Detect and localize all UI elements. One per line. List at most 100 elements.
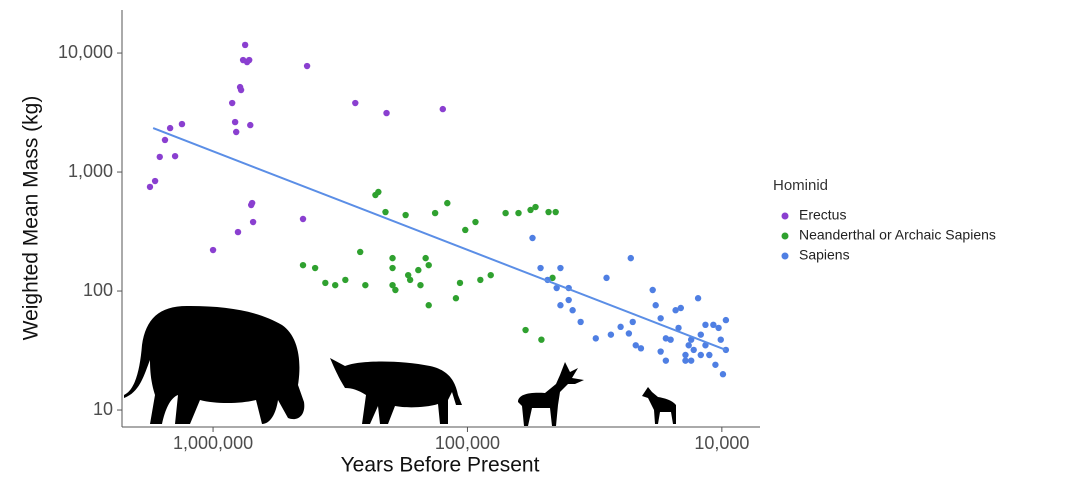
data-point xyxy=(529,235,535,241)
data-point xyxy=(603,275,609,281)
y-tick-label: 1,000 xyxy=(68,161,113,181)
data-point xyxy=(440,106,446,112)
data-point xyxy=(383,110,389,116)
data-point xyxy=(698,331,704,337)
data-point xyxy=(657,348,663,354)
y-axis-title: Weighted Mean Mass (kg) xyxy=(20,96,43,341)
data-point xyxy=(152,178,158,184)
legend-swatch xyxy=(782,233,789,240)
data-point xyxy=(565,297,571,303)
data-point xyxy=(663,357,669,363)
data-point xyxy=(249,200,255,206)
data-point xyxy=(718,336,724,342)
data-point xyxy=(172,153,178,159)
elephant-silhouette xyxy=(124,306,304,424)
data-point xyxy=(422,255,428,261)
data-point xyxy=(389,265,395,271)
data-point xyxy=(593,335,599,341)
data-point xyxy=(147,184,153,190)
data-point xyxy=(678,305,684,311)
x-tick-label: 10,000 xyxy=(694,433,749,453)
data-point xyxy=(652,302,658,308)
data-point xyxy=(698,352,704,358)
data-point xyxy=(502,210,508,216)
y-tick-label: 10 xyxy=(93,399,113,419)
legend-swatch xyxy=(782,253,789,260)
data-point xyxy=(723,317,729,323)
data-point xyxy=(532,204,538,210)
data-point xyxy=(608,331,614,337)
data-point xyxy=(312,265,318,271)
data-point xyxy=(375,189,381,195)
data-point xyxy=(569,307,575,313)
data-point xyxy=(426,302,432,308)
page: Years Before Present Weighted Mean Mass … xyxy=(0,0,1077,488)
data-point xyxy=(426,262,432,268)
data-point xyxy=(515,210,521,216)
data-point xyxy=(300,262,306,268)
data-point xyxy=(322,280,328,286)
data-point xyxy=(720,371,726,377)
data-point xyxy=(250,219,256,225)
data-point xyxy=(179,121,185,127)
x-axis-title: Years Before Present xyxy=(341,454,540,477)
data-point xyxy=(472,219,478,225)
data-point xyxy=(444,200,450,206)
data-point xyxy=(357,249,363,255)
data-point xyxy=(362,282,368,288)
data-point xyxy=(682,357,688,363)
data-point xyxy=(712,362,718,368)
data-point xyxy=(415,267,421,273)
bull-silhouette xyxy=(330,358,462,424)
data-point xyxy=(407,277,413,283)
data-point xyxy=(626,330,632,336)
deer-silhouette xyxy=(518,362,584,426)
data-point xyxy=(657,315,663,321)
data-point xyxy=(682,352,688,358)
data-point xyxy=(352,100,358,106)
data-point xyxy=(167,125,173,131)
y-tick-label: 100 xyxy=(83,280,113,300)
data-point xyxy=(389,255,395,261)
data-point xyxy=(537,265,543,271)
data-point xyxy=(577,319,583,325)
data-point xyxy=(649,287,655,293)
x-tick-label: 1,000,000 xyxy=(173,433,253,453)
data-point xyxy=(545,209,551,215)
data-point xyxy=(688,357,694,363)
data-point xyxy=(706,352,712,358)
data-point xyxy=(300,216,306,222)
data-point xyxy=(557,302,563,308)
data-point xyxy=(630,319,636,325)
data-point xyxy=(342,277,348,283)
data-point xyxy=(457,280,463,286)
data-point xyxy=(229,100,235,106)
data-point xyxy=(702,322,708,328)
data-point xyxy=(417,282,423,288)
data-point xyxy=(462,227,468,233)
data-point xyxy=(691,347,697,353)
data-point xyxy=(638,345,644,351)
data-point xyxy=(685,342,691,348)
data-point xyxy=(382,209,388,215)
data-point xyxy=(210,247,216,253)
data-point xyxy=(695,295,701,301)
data-point xyxy=(628,255,634,261)
data-point xyxy=(232,119,238,125)
data-point xyxy=(477,277,483,283)
data-point xyxy=(242,42,248,48)
data-point xyxy=(402,212,408,218)
data-point xyxy=(538,336,544,342)
data-point xyxy=(233,129,239,135)
data-point xyxy=(715,325,721,331)
data-point xyxy=(617,324,623,330)
legend-label: Sapiens xyxy=(799,247,850,263)
data-point xyxy=(522,327,528,333)
animal-silhouettes xyxy=(124,306,676,426)
data-point xyxy=(432,210,438,216)
data-point xyxy=(453,295,459,301)
data-point xyxy=(552,209,558,215)
legend-label: Erectus xyxy=(799,207,846,223)
legend-title: Hominid xyxy=(773,177,828,194)
legend-label: Neanderthal or Archaic Sapiens xyxy=(799,227,996,243)
